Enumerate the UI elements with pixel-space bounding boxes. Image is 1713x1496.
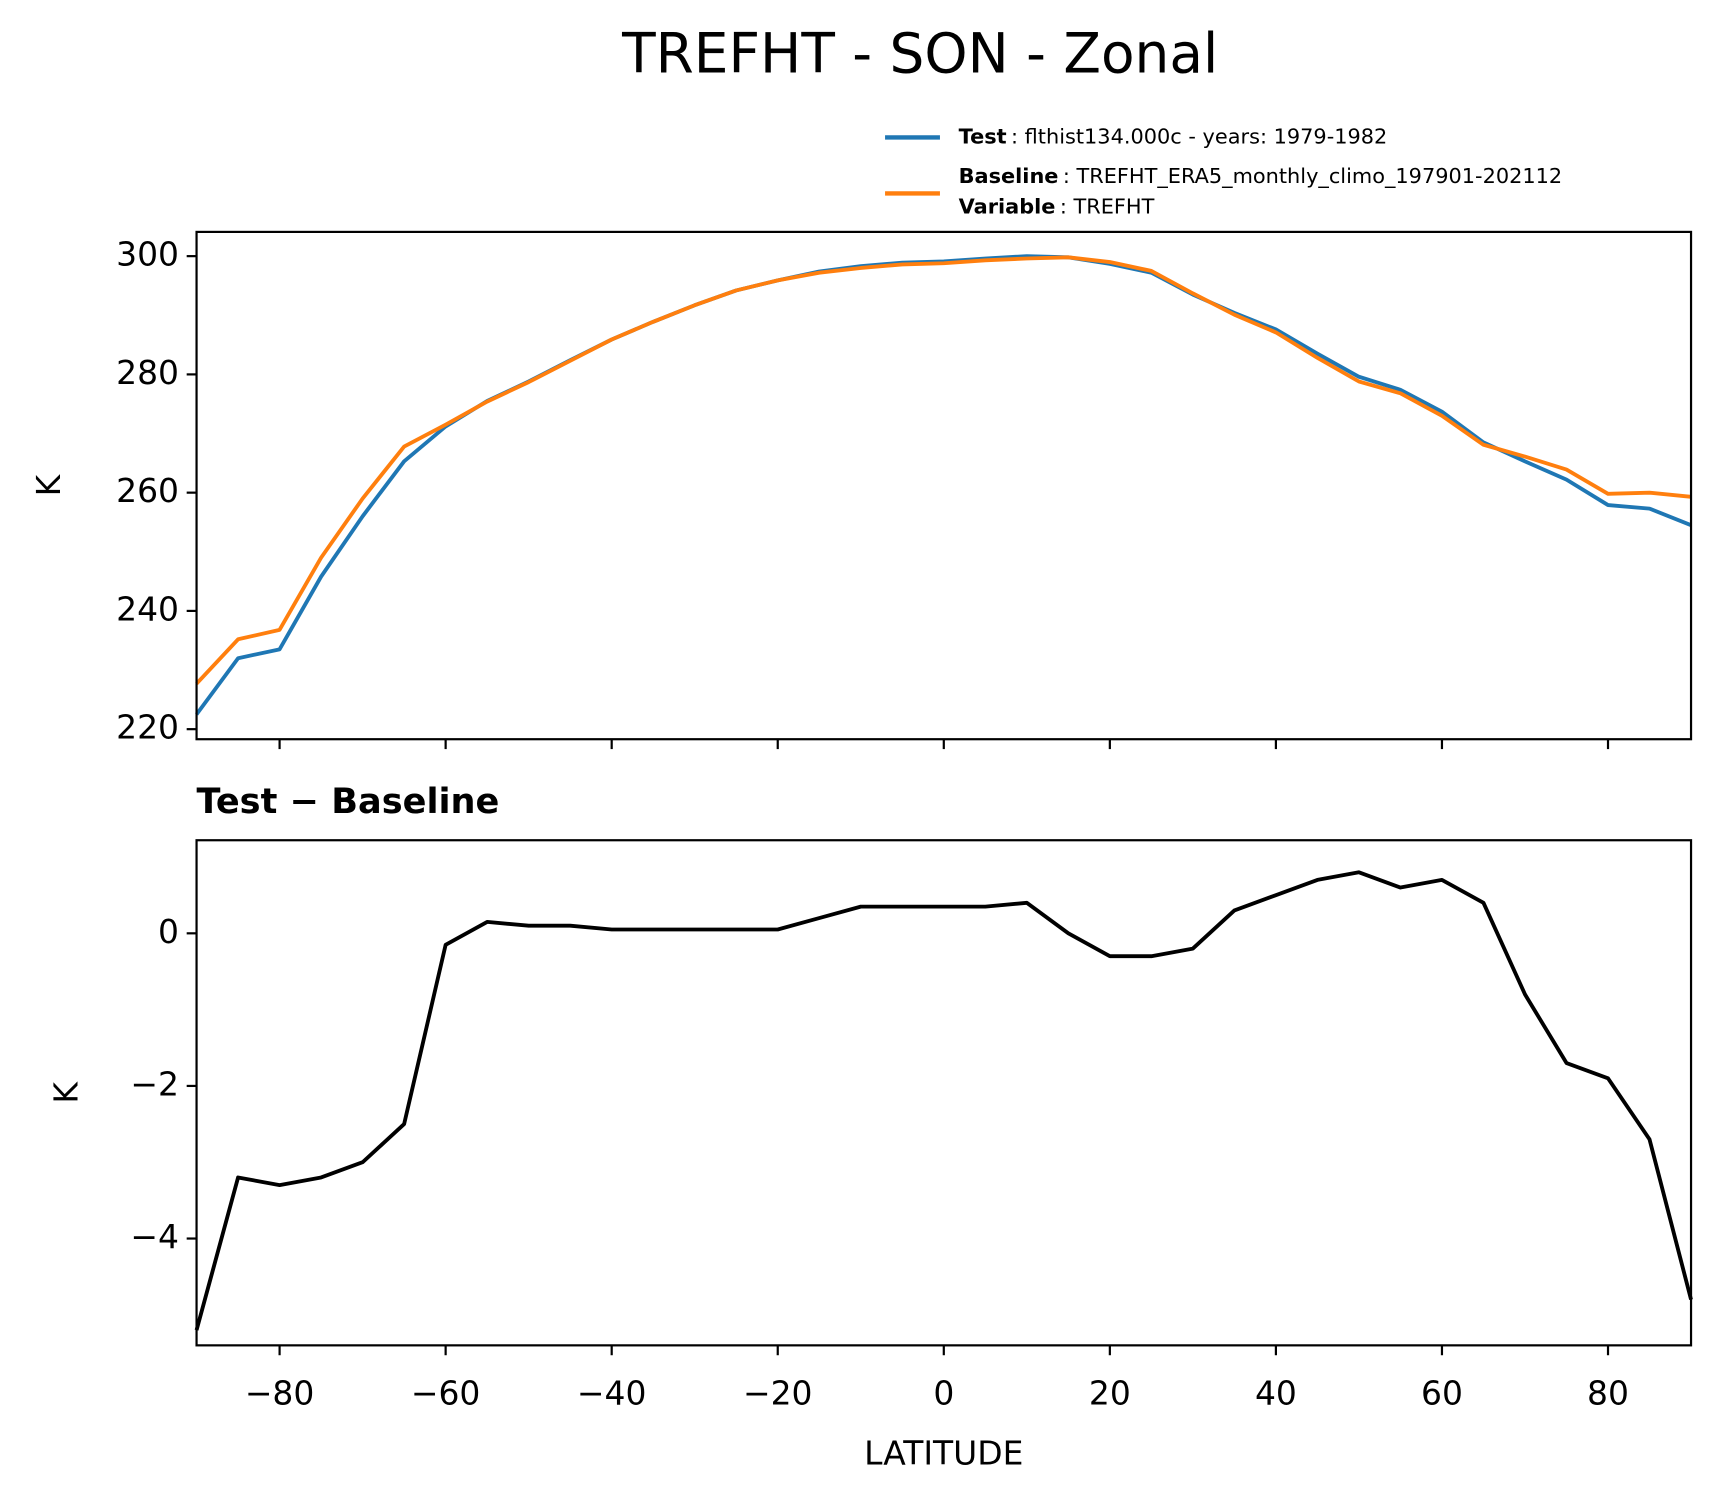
x-tick-label: −20 (743, 1373, 813, 1412)
x-tick-label: 40 (1255, 1373, 1297, 1412)
x-tick-label: 0 (933, 1373, 954, 1412)
y-tick-label: 240 (116, 589, 179, 628)
y-axis-label: K (47, 1081, 86, 1104)
y-tick-label: 260 (116, 471, 179, 510)
legend-name: Variable (959, 195, 1056, 219)
legend-name: Test (959, 124, 1007, 148)
x-axis-label: LATITUDE (864, 1434, 1023, 1473)
y-tick-label: 220 (116, 708, 179, 747)
legend-name: Baseline (959, 164, 1059, 188)
x-tick-label: −80 (245, 1373, 315, 1412)
y-axis-label: K (29, 473, 68, 496)
legend-entry: Variable: TREFHT (959, 195, 1155, 219)
line-series (195, 255, 1692, 685)
y-tick-label: 280 (116, 353, 179, 392)
x-tick-label: −60 (411, 1373, 481, 1412)
line-series (195, 254, 1692, 716)
x-tick-label: 80 (1587, 1373, 1629, 1412)
legend-description: : TREFHT (1060, 195, 1155, 219)
y-tick-label: 0 (158, 912, 179, 951)
legend-description: : flthist134.000c - years: 1979-1982 (1011, 124, 1387, 148)
legend-description: : TREFHT_ERA5_monthly_climo_197901-20211… (1063, 164, 1562, 189)
x-tick-label: 60 (1421, 1373, 1463, 1412)
figure-title: TREFHT - SON - Zonal (621, 21, 1218, 85)
legend-entry: Test: flthist134.000c - years: 1979-1982 (959, 124, 1388, 148)
line-series (194, 870, 1693, 1331)
y-tick-label: 300 (116, 235, 179, 274)
legend-entry: Baseline: TREFHT_ERA5_monthly_climo_1979… (959, 164, 1563, 189)
y-tick-label: −4 (130, 1217, 179, 1256)
plot-frame (195, 839, 1693, 1347)
x-tick-label: 20 (1089, 1373, 1131, 1412)
subplot-title: Test − Baseline (197, 781, 500, 822)
plot-frame (195, 230, 1693, 741)
y-tick-label: −2 (130, 1064, 179, 1103)
x-tick-label: −40 (577, 1373, 647, 1412)
